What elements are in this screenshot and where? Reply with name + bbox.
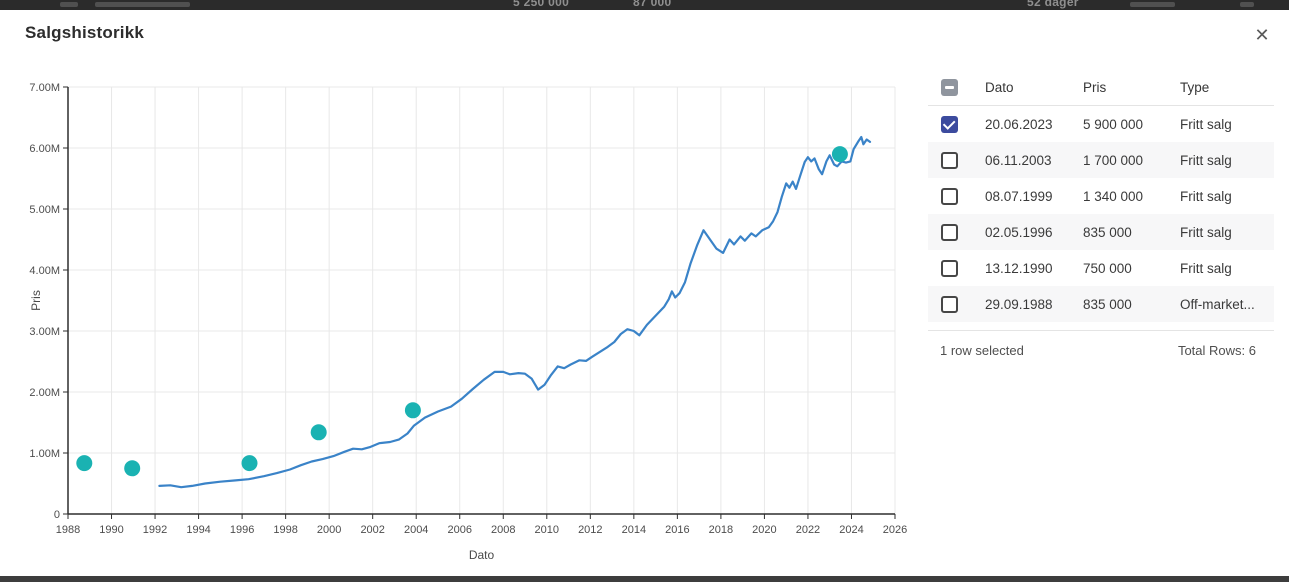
cell-type: Fritt salg <box>1180 116 1232 132</box>
page-title: Salgshistorikk <box>25 23 145 42</box>
dimmed-background-top: 5 250 000 87 000 52 dager <box>0 0 1289 10</box>
x-tick-label: 2010 <box>535 524 559 536</box>
table-row: 13.12.1990 750 000 Fritt salg <box>928 250 1274 286</box>
y-tick-label: 6.00M <box>29 143 60 155</box>
x-tick-label: 2008 <box>491 524 515 536</box>
cell-pris: 835 000 <box>1083 296 1132 312</box>
cell-pris: 1 700 000 <box>1083 152 1144 168</box>
row-checkbox[interactable] <box>941 187 958 205</box>
x-tick-label: 2024 <box>839 524 863 536</box>
cell-pris: 835 000 <box>1083 224 1132 240</box>
y-tick-label: 2.00M <box>29 387 60 399</box>
table-footer: 1 row selected Total Rows: 6 <box>928 330 1274 358</box>
y-axis-title: Pris <box>29 290 43 311</box>
table-row: 06.11.2003 1 700 000 Fritt salg <box>928 142 1274 178</box>
sale-point <box>404 402 421 419</box>
cell-type: Fritt salg <box>1180 188 1232 204</box>
sales-history-modal: Salgshistorikk ✕ 0 1.00M 2.00M 3.00M 4.00M 5.… <box>0 10 1289 576</box>
sale-point <box>124 460 141 477</box>
x-tick-label: 2018 <box>709 524 733 536</box>
x-tick-label: 2002 <box>360 524 384 536</box>
y-tick-label: 4.00M <box>29 265 60 277</box>
background-smudge <box>1130 2 1175 7</box>
x-tick-label: 2026 <box>883 524 907 536</box>
y-tick-label: 3.00M <box>29 326 60 338</box>
background-smudge <box>95 2 190 7</box>
sale-point <box>76 455 93 472</box>
x-axis-title: Dato <box>469 548 495 562</box>
y-tick-label: 5.00M <box>29 204 60 216</box>
row-checkbox[interactable] <box>941 223 958 241</box>
table-row: 20.06.2023 5 900 000 Fritt salg <box>928 106 1274 142</box>
x-tick-label: 2022 <box>796 524 820 536</box>
x-tick-label: 1994 <box>186 524 210 536</box>
x-tick-label: 2014 <box>622 524 646 536</box>
x-tick-label: 1990 <box>99 524 123 536</box>
x-tick-label: 1988 <box>56 524 80 536</box>
x-tick-label: 1992 <box>143 524 167 536</box>
y-tick-label: 1.00M <box>29 448 60 460</box>
sale-point <box>831 146 848 163</box>
x-tick-label: 2016 <box>665 524 689 536</box>
cell-type: Fritt salg <box>1180 260 1232 276</box>
rows-selected-label: 1 row selected <box>940 343 1024 358</box>
row-checkbox[interactable] <box>941 295 958 313</box>
price-line <box>158 135 872 489</box>
column-header-dato: Dato <box>985 80 1014 95</box>
cell-pris: 1 340 000 <box>1083 188 1144 204</box>
select-all-checkbox[interactable] <box>941 79 958 96</box>
sale-point <box>310 424 327 441</box>
cell-dato: 08.07.1999 <box>985 188 1053 204</box>
x-tick-label: 2006 <box>447 524 471 536</box>
cell-type: Off-market... <box>1180 296 1255 312</box>
cell-dato: 02.05.1996 <box>985 224 1053 240</box>
cell-type: Fritt salg <box>1180 152 1232 168</box>
y-tick-label: 7.00M <box>29 82 60 94</box>
background-text-fragment: 52 dager <box>1027 0 1079 9</box>
cell-pris: 5 900 000 <box>1083 116 1144 132</box>
sale-point <box>241 455 258 472</box>
x-tick-label: 2020 <box>752 524 776 536</box>
cell-pris: 750 000 <box>1083 260 1132 276</box>
background-smudge <box>60 2 78 7</box>
table-row: 29.09.1988 835 000 Off-market... <box>928 286 1274 322</box>
column-header-pris: Pris <box>1083 80 1107 95</box>
cell-dato: 20.06.2023 <box>985 116 1053 132</box>
background-smudge <box>1240 2 1254 7</box>
column-header-type: Type <box>1180 80 1210 95</box>
row-checkbox-checked[interactable] <box>941 115 958 133</box>
x-tick-label: 2012 <box>578 524 602 536</box>
cell-dato: 29.09.1988 <box>985 296 1053 312</box>
x-tick-label: 1996 <box>230 524 254 536</box>
close-icon[interactable]: ✕ <box>1254 25 1270 45</box>
row-checkbox[interactable] <box>941 151 958 169</box>
y-tick-label: 0 <box>54 509 60 521</box>
total-rows-label: Total Rows: 6 <box>1177 343 1256 358</box>
table-row: 02.05.1996 835 000 Fritt salg <box>928 214 1274 250</box>
cell-dato: 13.12.1990 <box>985 260 1053 276</box>
price-history-chart: 0 1.00M 2.00M 3.00M 4.00M 5.00M 6.00M 7.00M 1988… <box>29 82 907 562</box>
x-tick-label: 2004 <box>404 524 428 536</box>
table-header-row: Dato Pris Type <box>928 70 1274 106</box>
x-tick-label: 2000 <box>317 524 341 536</box>
cell-type: Fritt salg <box>1180 224 1232 240</box>
background-text-fragment: 87 000 <box>633 0 672 9</box>
cell-dato: 06.11.2003 <box>985 152 1052 168</box>
row-checkbox[interactable] <box>941 259 958 277</box>
sales-table: Dato Pris Type 20.06.2023 5 900 000 Fritt … <box>928 70 1274 358</box>
dimmed-background-bottom <box>0 576 1289 582</box>
x-tick-label: 1998 <box>273 524 297 536</box>
background-text-fragment: 5 250 000 <box>513 0 570 9</box>
table-row: 08.07.1999 1 340 000 Fritt salg <box>928 178 1274 214</box>
